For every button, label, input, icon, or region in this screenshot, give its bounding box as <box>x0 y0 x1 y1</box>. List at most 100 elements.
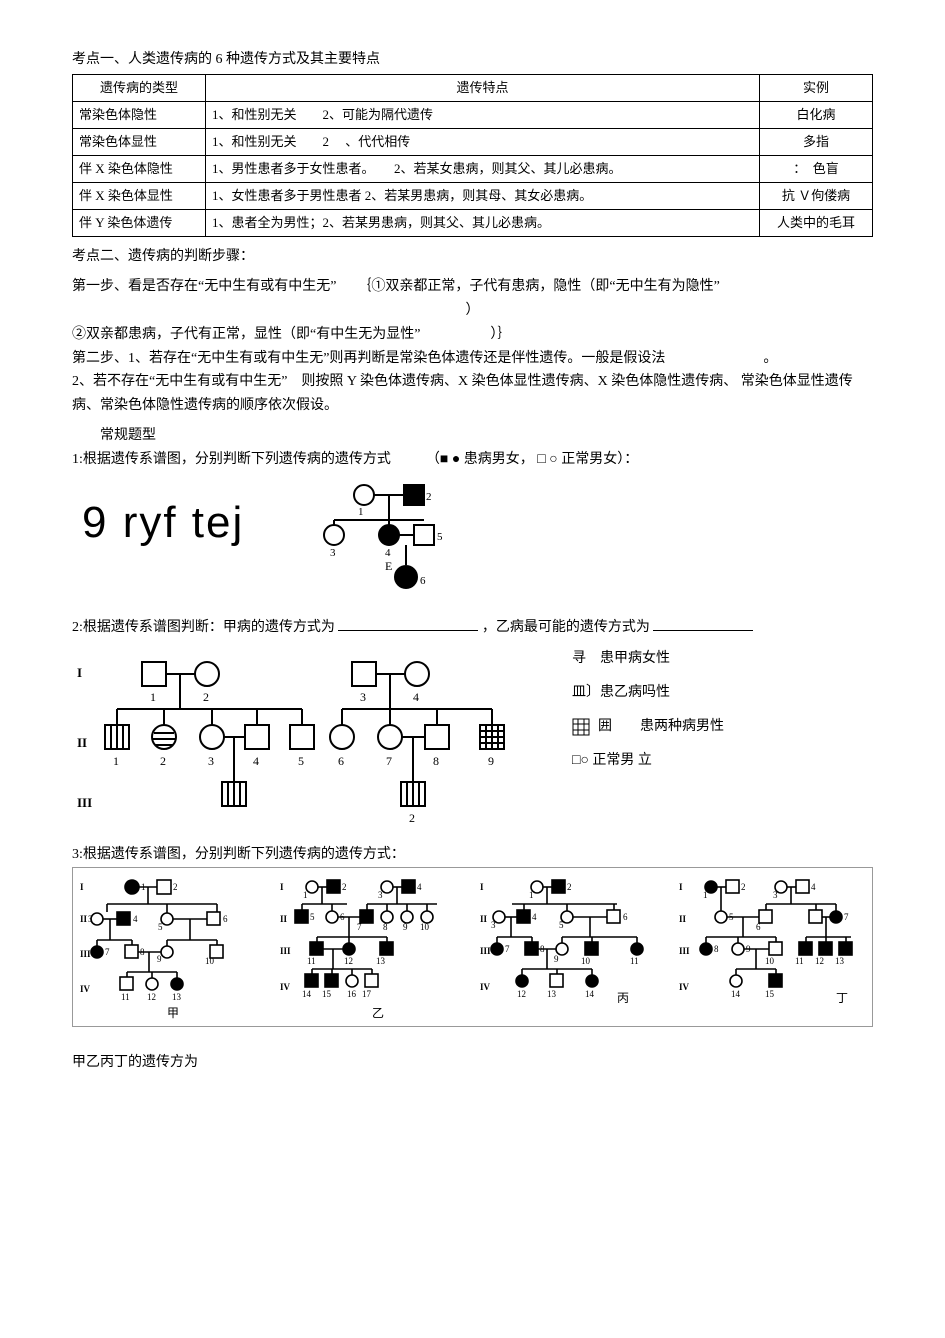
svg-text:II: II <box>80 914 88 924</box>
q1-pedigree-row: 9 ryf tej 1 2 3 4 5 E 6 <box>72 480 873 600</box>
svg-text:6: 6 <box>756 922 761 932</box>
cell-trait-0: 1、和性别无关 2、可能为隔代遗传 <box>206 101 760 128</box>
legend-label-3: □○ 正常男 立 <box>572 749 652 773</box>
svg-text:7: 7 <box>357 922 362 932</box>
svg-text:5: 5 <box>298 754 304 768</box>
svg-text:2: 2 <box>426 491 432 503</box>
svg-text:15: 15 <box>765 989 775 999</box>
svg-text:4: 4 <box>253 754 259 768</box>
q1-text-b: （■ ● 患病男女， □ ○ 正常男女）： <box>426 452 638 467</box>
q1-line: 1:根据遗传系谱图，分别判断下列遗传病的遗传方式 （■ ● 患病男女， □ ○ … <box>72 448 873 472</box>
svg-text:13: 13 <box>172 992 182 1002</box>
cell-type-3: 伴 X 染色体显性 <box>73 183 206 210</box>
heading-regular: 常规题型 <box>100 424 873 448</box>
svg-text:14: 14 <box>302 989 312 999</box>
svg-text:13: 13 <box>835 956 845 966</box>
svg-text:6: 6 <box>420 575 426 587</box>
q3-text: 3:根据遗传系谱图，分别判断下列遗传病的遗传方式： <box>72 843 873 867</box>
svg-text:I: I <box>77 665 82 680</box>
q1-text-a: 1:根据遗传系谱图，分别判断下列遗传病的遗传方式 <box>72 452 391 467</box>
svg-text:7: 7 <box>844 912 849 922</box>
step4: 2、若不存在“无中生有或有中生无” 则按照 Y 染色体遗传病、X 染色体显性遗传… <box>72 370 873 418</box>
svg-text:11: 11 <box>307 956 316 966</box>
svg-text:1: 1 <box>703 890 708 900</box>
svg-text:1: 1 <box>358 506 364 518</box>
svg-text:5: 5 <box>158 922 163 932</box>
svg-text:3: 3 <box>88 914 93 924</box>
q2-line: 2:根据遗传系谱图判断：甲病的遗传方式为 ，乙病最可能的遗传方式为 <box>72 616 873 640</box>
svg-text:2: 2 <box>409 811 415 825</box>
svg-text:9: 9 <box>488 754 494 768</box>
svg-text:甲: 甲 <box>167 1006 179 1020</box>
q2-blank-1 <box>338 616 478 631</box>
q2-pedigree: I II III 1 2 3 4 1 <box>72 647 532 827</box>
cell-trait-4: 1、患者全为男性；2、若某男患病，则其父、其儿必患病。 <box>206 210 760 237</box>
svg-text:2: 2 <box>342 882 347 892</box>
cell-trait-3: 1、女性患者多于男性患者 2、若某男患病，则其母、其女必患病。 <box>206 183 760 210</box>
svg-text:III: III <box>280 946 291 956</box>
svg-text:14: 14 <box>585 989 595 999</box>
q3-ped-jia: I 1 2 II 3 4 5 6 III 7 8 <box>77 872 269 1022</box>
svg-text:2: 2 <box>567 882 572 892</box>
svg-text:4: 4 <box>385 547 391 559</box>
svg-text:13: 13 <box>547 989 557 999</box>
svg-text:II: II <box>77 735 87 750</box>
cell-ex-1: 多指 <box>760 128 873 155</box>
q3-ped-ding: I 1 2 3 4 II 5 6 7 <box>676 872 868 1022</box>
svg-text:10: 10 <box>420 922 430 932</box>
legend-item-1: 皿〕患乙病吗性 <box>572 681 724 705</box>
step2: ②双亲都患病，子代有正常，显性（即“有中生无为显性” ）｝ <box>72 323 873 347</box>
svg-text:16: 16 <box>347 989 357 999</box>
svg-text:5: 5 <box>559 920 564 930</box>
svg-text:II: II <box>280 914 288 924</box>
svg-text:4: 4 <box>532 912 537 922</box>
cell-ex-0: 白化病 <box>760 101 873 128</box>
grid-square-icon <box>572 718 590 736</box>
svg-text:10: 10 <box>765 956 775 966</box>
svg-text:3: 3 <box>378 890 383 900</box>
svg-text:III: III <box>679 946 690 956</box>
step1-line: 第一步、看是否存在“无中生有或有中生无” ｛①双亲都正常，子代有患病，隐性（即“… <box>72 275 873 299</box>
svg-text:3: 3 <box>491 920 496 930</box>
svg-text:3: 3 <box>208 754 214 768</box>
svg-text:12: 12 <box>344 956 353 966</box>
legend-item-2: 囲 患两种病男性 <box>572 715 724 739</box>
svg-text:8: 8 <box>714 944 719 954</box>
svg-text:II: II <box>480 914 488 924</box>
svg-text:乙: 乙 <box>372 1006 384 1020</box>
q2-text-a: 2:根据遗传系谱图判断：甲病的遗传方式为 <box>72 620 335 635</box>
svg-text:4: 4 <box>417 882 422 892</box>
cell-ex-2: ： 色盲 <box>760 156 873 183</box>
svg-text:4: 4 <box>413 690 419 704</box>
svg-text:III: III <box>480 946 491 956</box>
q2-text-b: ，乙病最可能的遗传方式为 <box>482 620 650 635</box>
q1-placeholder: 9 ryf tej <box>72 480 254 567</box>
legend-label-0: 寻 患甲病女性 <box>572 647 670 671</box>
svg-text:1: 1 <box>150 690 156 704</box>
cell-trait-2: 1、男性患者多于女性患者。 2、若某女患病，则其父、其儿必患病。 <box>206 156 760 183</box>
svg-text:17: 17 <box>362 989 372 999</box>
th-example: 实例 <box>760 74 873 101</box>
svg-text:9: 9 <box>403 922 408 932</box>
q3-ped-yi: I 1 2 3 4 II 5 6 7 8 9 <box>277 872 469 1022</box>
step1b: ｛①双亲都正常，子代有患病，隐性（即“无中生有为隐性” <box>357 279 719 294</box>
svg-text:11: 11 <box>121 992 130 1002</box>
svg-text:I: I <box>679 882 683 892</box>
svg-text:14: 14 <box>731 989 741 999</box>
svg-text:2: 2 <box>160 754 166 768</box>
q2-pedigree-row: I II III 1 2 3 4 1 <box>72 647 873 827</box>
svg-text:15: 15 <box>322 989 332 999</box>
legend-label-1: 皿〕患乙病吗性 <box>572 681 670 705</box>
svg-text:12: 12 <box>517 989 526 999</box>
svg-text:1: 1 <box>529 890 534 900</box>
svg-text:I: I <box>480 882 484 892</box>
svg-text:I: I <box>280 882 284 892</box>
svg-text:2: 2 <box>173 882 178 892</box>
svg-text:9: 9 <box>554 954 559 964</box>
cell-type-0: 常染色体隐性 <box>73 101 206 128</box>
cell-type-2: 伴 X 染色体隐性 <box>73 156 206 183</box>
q2-legend: 寻 患甲病女性 皿〕患乙病吗性 囲 患两种病男性 □○ 正常男 立 <box>572 647 724 782</box>
svg-text:5: 5 <box>437 531 443 543</box>
svg-text:E: E <box>385 559 392 573</box>
heading-point1: 考点一、人类遗传病的 6 种遗传方式及其主要特点 <box>72 48 873 72</box>
